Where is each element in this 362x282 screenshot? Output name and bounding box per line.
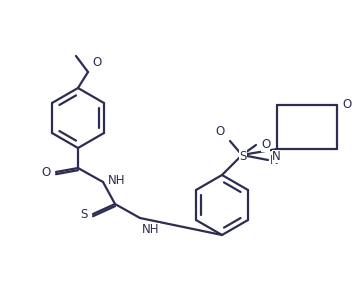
Text: O: O (92, 56, 101, 69)
Text: O: O (42, 166, 51, 179)
Text: S: S (81, 208, 88, 221)
Text: O: O (261, 138, 270, 151)
Text: S: S (239, 149, 247, 162)
Text: O: O (216, 125, 225, 138)
Text: O: O (342, 98, 351, 111)
Text: N: N (270, 155, 279, 168)
Text: NH: NH (142, 223, 160, 236)
Text: NH: NH (108, 173, 126, 186)
Text: N: N (272, 150, 281, 163)
